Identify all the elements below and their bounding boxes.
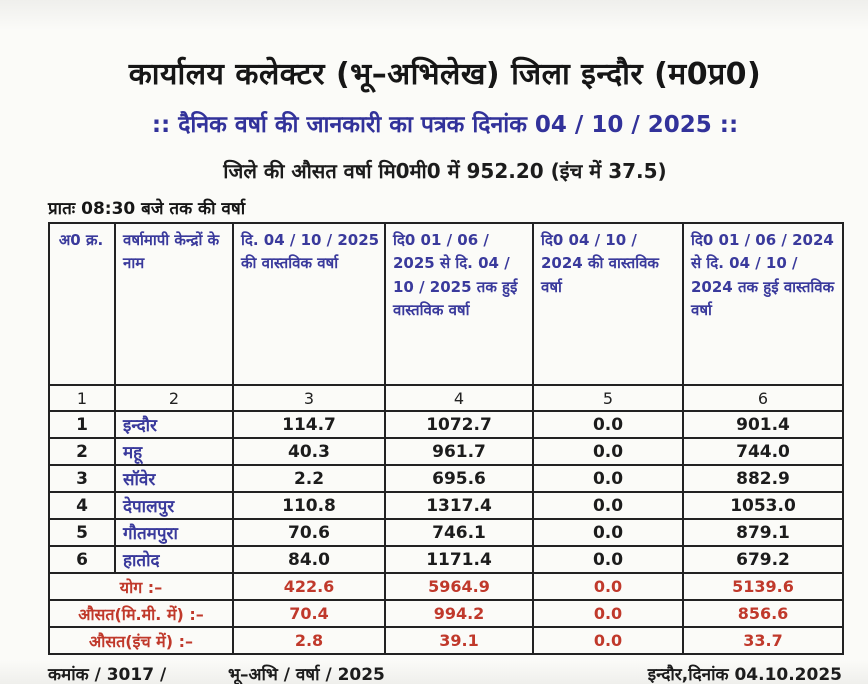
today-rain-value: 40.3 xyxy=(232,437,386,466)
average-inch-label: औसत(इंच में) :– xyxy=(48,626,234,655)
avg-inch-today-rain: 2.8 xyxy=(232,626,386,655)
table-row-gautampura: 5 गौतमपुरा 70.6 746.1 0.0 879.1 xyxy=(48,518,844,547)
col-num-1: 1 xyxy=(48,384,116,412)
table-row-hatod: 6 हातोद 84.0 1171.4 0.0 679.2 xyxy=(48,545,844,574)
row-serial: 4 xyxy=(48,491,116,520)
station-name: महू xyxy=(114,437,234,466)
lastyear-day-rain-value: 0.0 xyxy=(532,464,684,493)
lastyear-day-rain-value: 0.0 xyxy=(532,437,684,466)
lastyear-day-rain-value: 0.0 xyxy=(532,518,684,547)
season-rain-2024-value: 744.0 xyxy=(682,437,844,466)
avg-inch-season-rain-2024: 33.7 xyxy=(682,626,844,655)
station-name: गौतमपुरा xyxy=(114,518,234,547)
avg-inch-lastyear-day-rain: 0.0 xyxy=(532,626,684,655)
table-row-sanwer: 3 सॉवेर 2.2 695.6 0.0 882.9 xyxy=(48,464,844,493)
today-rain-value: 84.0 xyxy=(232,545,386,574)
column-number-row: 1 2 3 4 5 6 xyxy=(48,384,844,412)
footer: कमांक / 3017 / भू–अभि / वर्षा / 2025 इन्… xyxy=(48,662,842,684)
season-rain-2024-value: 1053.0 xyxy=(682,491,844,520)
header-season-rain-2025: दि0 01 / 06 / 2025 से दि. 04 / 10 / 2025… xyxy=(384,222,534,386)
avg-mm-lastyear-day-rain: 0.0 xyxy=(532,599,684,628)
average-mm-row: औसत(मि.मी. में) :– 70.4 994.2 0.0 856.6 xyxy=(48,599,844,628)
header-serial: अ0 क्र. xyxy=(48,222,116,386)
rainfall-table: अ0 क्र. वर्षामापी केन्द्रों के नाम दि. 0… xyxy=(48,222,844,655)
total-today-rain: 422.6 xyxy=(232,572,386,601)
avg-mm-season-rain-2024: 856.6 xyxy=(682,599,844,628)
row-serial: 1 xyxy=(48,410,116,439)
col-num-3: 3 xyxy=(232,384,386,412)
header-season-rain-2024: दि0 01 / 06 / 2024 से दि. 04 / 10 / 2024… xyxy=(682,222,844,386)
header-lastyear-day-rain: दि0 04 / 10 / 2024 की वास्तविक वर्षा xyxy=(532,222,684,386)
today-rain-value: 110.8 xyxy=(232,491,386,520)
col-num-6: 6 xyxy=(682,384,844,412)
station-name: सॉवेर xyxy=(114,464,234,493)
lastyear-day-rain-value: 0.0 xyxy=(532,545,684,574)
row-serial: 2 xyxy=(48,437,116,466)
col-num-2: 2 xyxy=(114,384,234,412)
total-season-rain-2024: 5139.6 xyxy=(682,572,844,601)
season-rain-2024-value: 879.1 xyxy=(682,518,844,547)
season-rain-2025-value: 695.6 xyxy=(384,464,534,493)
today-rain-value: 114.7 xyxy=(232,410,386,439)
station-name: हातोद xyxy=(114,545,234,574)
season-rain-2024-value: 679.2 xyxy=(682,545,844,574)
table-row-indore: 1 इन्दौर 114.7 1072.7 0.0 901.4 xyxy=(48,410,844,439)
total-label: योग :– xyxy=(48,572,234,601)
time-note: प्रातः 08:30 बजे तक की वर्षा xyxy=(48,199,246,219)
today-rain-value: 70.6 xyxy=(232,518,386,547)
season-rain-2025-value: 961.7 xyxy=(384,437,534,466)
station-name: देपालपुर xyxy=(114,491,234,520)
office-title: कार्यालय कलेक्टर (भू–अभिलेख) जिला इन्दौर… xyxy=(128,57,762,92)
today-rain-value: 2.2 xyxy=(232,464,386,493)
lastyear-day-rain-value: 0.0 xyxy=(532,491,684,520)
table-row-mhow: 2 महू 40.3 961.7 0.0 744.0 xyxy=(48,437,844,466)
table-row-depalpur: 4 देपालपुर 110.8 1317.4 0.0 1053.0 xyxy=(48,491,844,520)
season-rain-2025-value: 1171.4 xyxy=(384,545,534,574)
district-average-line: जिले की औसत वर्षा मि0मी0 में 952.20 (इंच… xyxy=(223,159,667,183)
total-lastyear-day-rain: 0.0 xyxy=(532,572,684,601)
avg-inch-season-rain-2025: 39.1 xyxy=(384,626,534,655)
lastyear-day-rain-value: 0.0 xyxy=(532,410,684,439)
total-row: योग :– 422.6 5964.9 0.0 5139.6 xyxy=(48,572,844,601)
footer-place-date: इन्दौर,दिनांक 04.10.2025 xyxy=(647,665,842,684)
season-rain-2024-value: 901.4 xyxy=(682,410,844,439)
row-serial: 5 xyxy=(48,518,116,547)
row-serial: 6 xyxy=(48,545,116,574)
footer-reference: भू–अभि / वर्षा / 2025 xyxy=(228,665,385,684)
average-inch-row: औसत(इंच में) :– 2.8 39.1 0.0 33.7 xyxy=(48,626,844,655)
season-rain-2024-value: 882.9 xyxy=(682,464,844,493)
station-name: इन्दौर xyxy=(114,410,234,439)
season-rain-2025-value: 1072.7 xyxy=(384,410,534,439)
season-rain-2025-value: 1317.4 xyxy=(384,491,534,520)
row-serial: 3 xyxy=(48,464,116,493)
header-station: वर्षामापी केन्द्रों के नाम xyxy=(114,222,234,386)
col-num-5: 5 xyxy=(532,384,684,412)
footer-serial-number: कमांक / 3017 / xyxy=(48,665,167,684)
avg-mm-today-rain: 70.4 xyxy=(232,599,386,628)
header-today-rain: दि. 04 / 10 / 2025 की वास्तविक वर्षा xyxy=(232,222,386,386)
average-mm-label: औसत(मि.मी. में) :– xyxy=(48,599,234,628)
report-subtitle: :: दैनिक वर्षा की जानकारी का पत्रक दिनां… xyxy=(151,112,739,138)
col-num-4: 4 xyxy=(384,384,534,412)
season-rain-2025-value: 746.1 xyxy=(384,518,534,547)
avg-mm-season-rain-2025: 994.2 xyxy=(384,599,534,628)
table-header-row: अ0 क्र. वर्षामापी केन्द्रों के नाम दि. 0… xyxy=(48,222,844,386)
total-season-rain-2025: 5964.9 xyxy=(384,572,534,601)
